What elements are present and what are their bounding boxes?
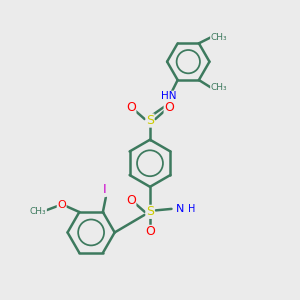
Text: N: N (176, 204, 184, 214)
Text: O: O (126, 101, 136, 114)
Text: O: O (57, 200, 66, 210)
Text: CH₃: CH₃ (211, 33, 227, 42)
Text: O: O (145, 225, 155, 239)
Text: O: O (126, 194, 136, 207)
Text: O: O (164, 101, 174, 114)
Text: CH₃: CH₃ (211, 83, 227, 92)
Text: I: I (103, 184, 106, 196)
Text: S: S (146, 114, 154, 127)
Text: CH₃: CH₃ (30, 207, 46, 216)
Text: S: S (146, 205, 154, 218)
Text: H: H (188, 204, 195, 214)
Text: HN: HN (161, 91, 177, 101)
